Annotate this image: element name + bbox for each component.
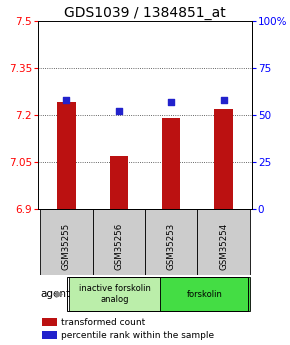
Bar <box>40 209 93 276</box>
Point <box>117 109 121 114</box>
Bar <box>57 102 76 209</box>
Text: GSM35255: GSM35255 <box>62 223 71 270</box>
Bar <box>110 156 128 209</box>
Point <box>169 99 173 105</box>
Text: agent: agent <box>40 289 70 299</box>
Bar <box>160 277 250 311</box>
Text: GSM35256: GSM35256 <box>114 223 123 270</box>
Point <box>64 97 69 103</box>
Bar <box>69 277 160 311</box>
Bar <box>42 331 57 339</box>
Bar <box>197 209 250 276</box>
Bar <box>145 209 197 276</box>
Text: inactive forskolin
analog: inactive forskolin analog <box>79 284 151 304</box>
Bar <box>214 109 233 209</box>
Bar <box>42 318 57 326</box>
Bar <box>67 277 248 311</box>
Point <box>221 97 226 103</box>
Title: GDS1039 / 1384851_at: GDS1039 / 1384851_at <box>64 6 226 20</box>
Bar <box>162 118 180 209</box>
Text: forskolin: forskolin <box>187 290 223 299</box>
Bar <box>93 209 145 276</box>
Text: GSM35253: GSM35253 <box>167 223 176 270</box>
Text: percentile rank within the sample: percentile rank within the sample <box>61 331 214 340</box>
Text: GSM35254: GSM35254 <box>219 223 228 270</box>
Text: transformed count: transformed count <box>61 317 146 326</box>
